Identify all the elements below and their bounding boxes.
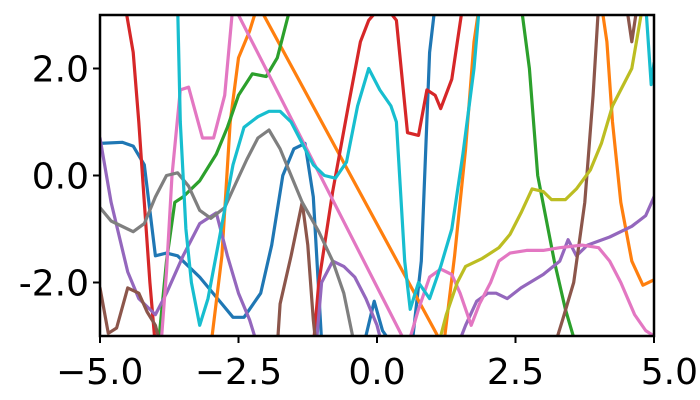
y-tick-label: 2.0 <box>32 50 89 91</box>
y-axis: 2.0 0.0 -2.0 <box>19 50 100 305</box>
x-tick-label: 0.0 <box>348 352 405 393</box>
series-layer <box>100 15 654 336</box>
series-line-10 <box>176 15 654 327</box>
series-line-5 <box>100 136 654 336</box>
series-line-6 <box>100 15 638 336</box>
series-line-1 <box>100 15 436 336</box>
series-line-8 <box>100 128 355 336</box>
series-line-2 <box>210 15 654 336</box>
y-tick-label: 0.0 <box>32 157 89 198</box>
x-tick-label: −2.5 <box>195 352 282 393</box>
x-tick-label: 5.0 <box>641 352 698 393</box>
y-tick-label: -2.0 <box>19 264 89 305</box>
x-axis: −5.0 −2.5 0.0 2.5 5.0 <box>56 336 698 393</box>
series-line-9 <box>439 15 643 336</box>
series-line-4 <box>125 15 463 336</box>
series-line-7 <box>160 15 654 336</box>
x-tick-label: 2.5 <box>487 352 544 393</box>
x-tick-label: −5.0 <box>56 352 143 393</box>
